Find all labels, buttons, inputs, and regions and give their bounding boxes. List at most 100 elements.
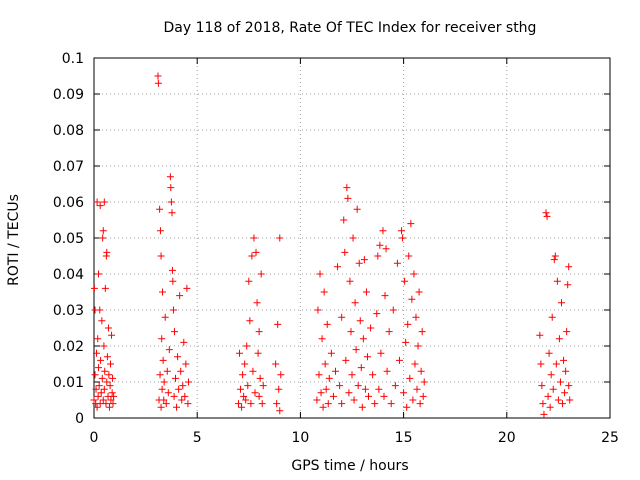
data-point — [273, 400, 281, 408]
data-point — [404, 320, 412, 328]
data-point — [324, 400, 332, 408]
data-point — [341, 248, 349, 256]
data-point — [183, 284, 191, 292]
data-point — [537, 360, 545, 368]
data-point — [244, 382, 252, 390]
y-tick-label: 0.03 — [53, 303, 84, 319]
data-point — [92, 385, 100, 393]
data-point — [382, 245, 390, 253]
data-point — [565, 263, 573, 271]
data-point — [349, 234, 357, 242]
data-point — [99, 227, 107, 235]
y-tick-label: 0.05 — [53, 231, 84, 247]
data-point — [391, 382, 399, 390]
x-tick-label: 25 — [601, 430, 619, 446]
data-point — [565, 382, 573, 390]
data-point — [167, 184, 175, 192]
data-point — [243, 342, 251, 350]
data-point — [247, 400, 255, 408]
data-point — [234, 400, 242, 408]
data-point — [96, 202, 104, 210]
data-point — [253, 299, 261, 307]
data-point — [107, 360, 115, 368]
data-point — [242, 396, 250, 404]
data-point — [413, 385, 421, 393]
data-point — [100, 385, 108, 393]
data-point — [167, 198, 175, 206]
data-point — [94, 392, 102, 400]
data-point — [543, 212, 551, 220]
data-point — [556, 378, 564, 386]
data-point — [359, 335, 367, 343]
data-point — [105, 371, 113, 379]
data-point — [348, 371, 356, 379]
data-point — [544, 392, 552, 400]
data-point — [154, 79, 162, 87]
y-tick-label: 0 — [75, 411, 84, 427]
data-point — [179, 382, 187, 390]
data-point — [375, 385, 383, 393]
data-point — [389, 306, 397, 314]
data-point — [182, 360, 190, 368]
data-point — [164, 389, 172, 397]
data-point — [539, 400, 547, 408]
data-point — [160, 396, 168, 404]
data-point — [105, 403, 113, 411]
data-point — [346, 277, 354, 285]
data-point — [399, 234, 407, 242]
data-point — [184, 400, 192, 408]
data-point — [241, 360, 249, 368]
data-point — [92, 349, 100, 357]
data-point — [169, 306, 177, 314]
data-point — [400, 389, 408, 397]
data-point — [365, 392, 373, 400]
data-point — [412, 313, 420, 321]
data-point — [555, 335, 563, 343]
data-point — [109, 374, 117, 382]
data-point — [343, 184, 351, 192]
data-point — [338, 313, 346, 321]
data-point — [327, 349, 335, 357]
data-point — [419, 392, 427, 400]
data-point — [106, 382, 114, 390]
data-point — [157, 403, 165, 411]
data-point — [90, 284, 98, 292]
data-point — [331, 367, 339, 375]
data-point — [94, 335, 102, 343]
data-point — [361, 385, 369, 393]
data-point — [180, 338, 188, 346]
y-tick-label: 0.02 — [53, 339, 84, 355]
data-point — [104, 324, 112, 332]
data-point — [393, 259, 401, 267]
data-point — [322, 385, 330, 393]
data-point — [170, 328, 178, 336]
data-point — [249, 367, 257, 375]
data-point — [315, 371, 323, 379]
data-point — [181, 392, 189, 400]
data-point — [91, 371, 99, 379]
data-point — [414, 342, 422, 350]
data-point — [259, 382, 267, 390]
data-point — [401, 277, 409, 285]
data-point — [395, 356, 403, 364]
data-point — [344, 194, 352, 202]
data-point — [360, 256, 368, 264]
data-point — [352, 346, 360, 354]
data-point — [256, 374, 264, 382]
data-point — [376, 241, 384, 249]
data-point — [542, 209, 550, 217]
data-point — [178, 396, 186, 404]
data-point — [99, 396, 107, 404]
y-tick-label: 0.06 — [53, 195, 84, 211]
data-point — [314, 306, 322, 314]
data-point — [98, 317, 106, 325]
data-point — [185, 378, 193, 386]
data-point — [553, 277, 561, 285]
data-point — [385, 328, 393, 336]
data-point — [354, 382, 362, 390]
data-point — [174, 353, 182, 361]
data-point — [347, 328, 355, 336]
data-point — [158, 335, 166, 343]
data-point — [251, 389, 259, 397]
